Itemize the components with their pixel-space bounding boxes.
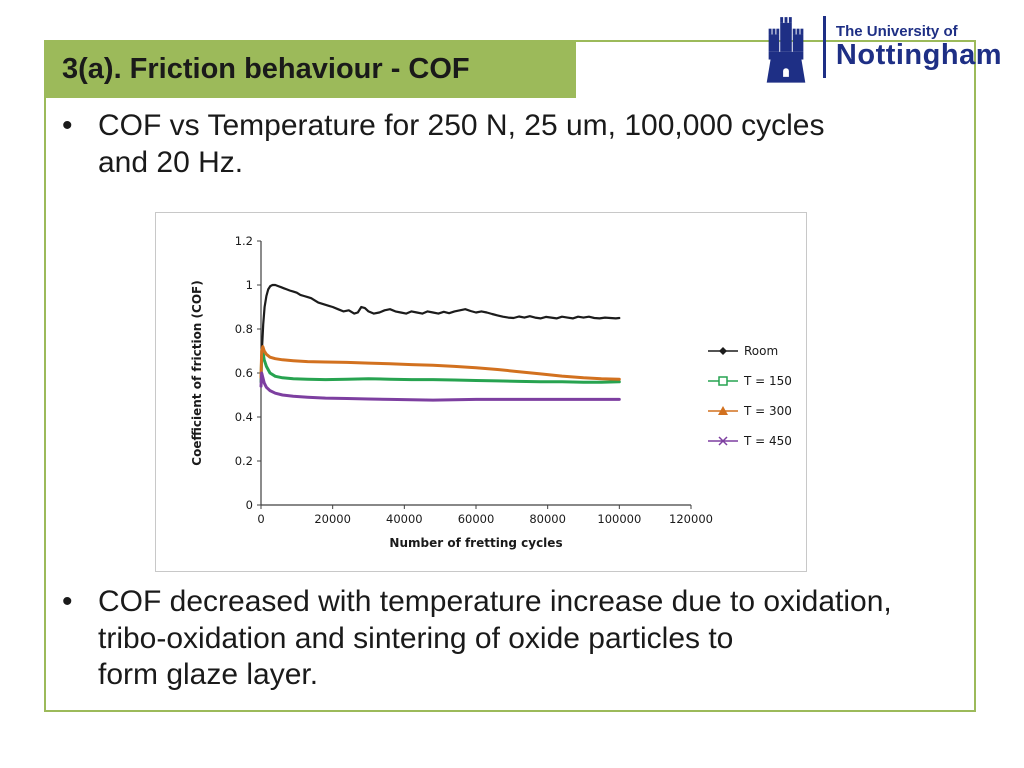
legend-label: T = 450 — [743, 434, 792, 448]
bullet-item-1: • COF vs Temperature for 250 N, 25 um, 1… — [62, 108, 972, 181]
x-tick-label: 0 — [257, 512, 264, 526]
castle-icon — [766, 17, 806, 83]
y-tick-label: 0.8 — [235, 322, 253, 336]
title-box: 3(a). Friction behaviour - COF — [44, 40, 576, 98]
logo-line2: Nottingham — [835, 38, 1002, 71]
x-tick-label: 20000 — [314, 512, 351, 526]
bullet-2-text: COF decreased with temperature increase … — [98, 585, 892, 692]
x-axis-title: Number of fretting cycles — [389, 536, 562, 550]
legend-label: T = 300 — [743, 404, 792, 418]
x-tick-label: 80000 — [529, 512, 566, 526]
x-tick-label: 100000 — [597, 512, 641, 526]
y-tick-label: 0 — [246, 498, 253, 512]
cof-chart: 0 0.2 0.4 0.6 0.8 1 1.2 0 20000 40000 60000 80000 10… — [190, 234, 792, 550]
y-axis-title: Coefficient of friction (COF) — [190, 280, 204, 465]
series-line-T450 — [259, 371, 621, 402]
series-line-T150 — [259, 349, 621, 384]
logo-line1: The University of — [835, 22, 958, 40]
logo-text: The University of Nottingham — [836, 24, 1002, 70]
legend-label: T = 150 — [743, 374, 792, 388]
bullet-1-text: COF vs Temperature for 250 N, 25 um, 100… — [98, 109, 825, 179]
legend-label: Room — [744, 344, 778, 358]
y-tick-label: 1 — [246, 278, 253, 292]
page-title: 3(a). Friction behaviour - COF — [62, 52, 470, 85]
university-logo: The University of Nottingham — [759, 4, 1002, 90]
y-tick-label: 1.2 — [235, 234, 253, 248]
series-line-Room — [259, 283, 621, 375]
bullet-marker: • — [62, 585, 73, 618]
bullet-marker: • — [62, 109, 73, 142]
y-tick-label: 0.4 — [235, 410, 253, 424]
logo-divider — [822, 16, 826, 78]
cof-chart-container: 0 0.2 0.4 0.6 0.8 1 1.2 0 20000 40000 60000 80000 10… — [155, 212, 807, 572]
y-tick-label: 0.6 — [235, 366, 253, 380]
x-tick-label: 120000 — [669, 512, 713, 526]
bullet-item-2: • COF decreased with temperature increas… — [62, 584, 972, 694]
series-line-T300 — [259, 345, 621, 381]
x-tick-label: 60000 — [458, 512, 495, 526]
x-tick-label: 40000 — [386, 512, 423, 526]
y-tick-label: 0.2 — [235, 454, 253, 468]
